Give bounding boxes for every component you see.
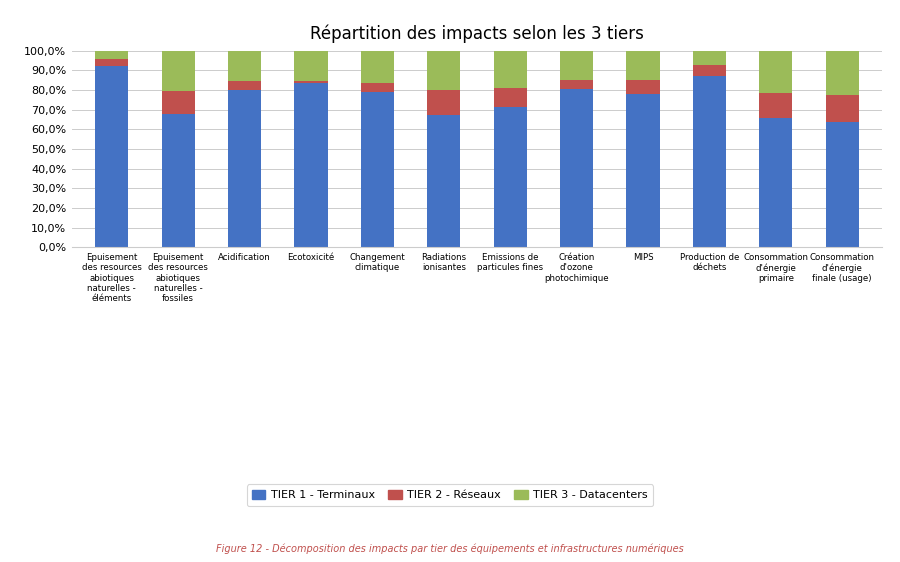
Bar [162,51,194,91]
Bar [560,89,593,247]
Bar [428,116,461,247]
Bar [162,91,194,114]
Bar [294,83,328,247]
Bar [228,90,261,247]
Legend: TIER 1 - Terminaux, TIER 2 - Réseaux, TIER 3 - Datacenters: TIER 1 - Terminaux, TIER 2 - Réseaux, TI… [247,484,653,506]
Bar [361,92,394,247]
Bar [825,95,859,123]
Bar [493,88,526,107]
Bar [693,65,726,76]
Bar [95,60,129,66]
Bar [626,94,660,247]
Bar [626,80,660,94]
Bar [294,51,328,81]
Bar [361,51,394,83]
Bar [760,93,792,119]
Bar [693,76,726,247]
Bar [95,51,129,60]
Title: Répartition des impacts selon les 3 tiers: Répartition des impacts selon les 3 tier… [310,25,644,43]
Bar [626,51,660,80]
Bar [560,51,593,80]
Bar [428,90,461,116]
Bar [162,114,194,247]
Bar [693,51,726,65]
Bar [493,107,526,247]
Bar [760,119,792,247]
Bar [228,51,261,81]
Bar [95,66,129,247]
Bar [493,51,526,88]
Bar [760,51,792,93]
Text: Figure 12 - Décomposition des impacts par tier des équipements et infrastructure: Figure 12 - Décomposition des impacts pa… [216,543,684,554]
Bar [428,51,461,90]
Bar [294,81,328,83]
Bar [825,51,859,95]
Bar [560,80,593,89]
Bar [361,83,394,92]
Bar [825,123,859,247]
Bar [228,81,261,90]
